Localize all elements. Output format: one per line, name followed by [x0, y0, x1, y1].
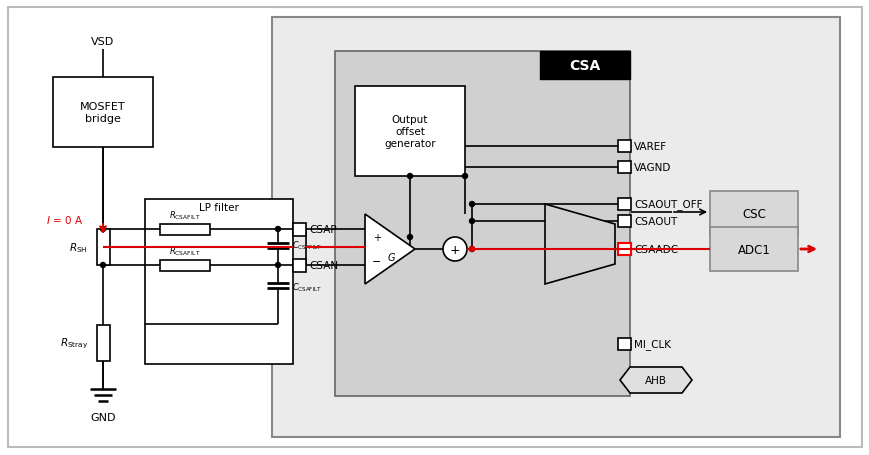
Text: CSAOUT_OFF: CSAOUT_OFF — [634, 199, 701, 210]
Text: CSAADC: CSAADC — [634, 244, 677, 254]
Bar — [160, 260, 209, 271]
Text: GND: GND — [90, 412, 116, 422]
Text: MOSFET
bridge: MOSFET bridge — [80, 102, 126, 123]
Bar — [617, 141, 630, 153]
Circle shape — [469, 247, 474, 252]
Text: CSC: CSC — [741, 207, 765, 220]
Text: $C_\mathrm{CSAFILT}$: $C_\mathrm{CSAFILT}$ — [292, 281, 322, 293]
Bar — [96, 229, 109, 265]
Text: +: + — [449, 243, 460, 256]
Bar — [709, 192, 797, 236]
Bar — [145, 200, 293, 364]
Circle shape — [101, 227, 105, 232]
Bar — [355, 87, 464, 177]
Text: CSAP: CSAP — [308, 224, 336, 234]
Text: +: + — [373, 233, 381, 243]
Polygon shape — [620, 367, 691, 393]
Text: VAREF: VAREF — [634, 142, 667, 152]
Bar — [96, 325, 109, 361]
Bar — [617, 162, 630, 174]
Text: $R_\mathrm{CSAFILT}$: $R_\mathrm{CSAFILT}$ — [169, 209, 201, 222]
Circle shape — [469, 247, 474, 252]
Bar — [540, 52, 629, 80]
Text: LP filter: LP filter — [199, 202, 239, 212]
Circle shape — [462, 174, 467, 179]
Circle shape — [275, 263, 280, 268]
Text: $R_\mathrm{CSAFILT}$: $R_\mathrm{CSAFILT}$ — [169, 245, 201, 258]
Text: ADC1: ADC1 — [737, 243, 770, 256]
Circle shape — [101, 263, 105, 268]
Text: CSAN: CSAN — [308, 260, 338, 270]
Bar — [160, 224, 209, 236]
Polygon shape — [365, 214, 415, 284]
Text: MI_CLK: MI_CLK — [634, 339, 670, 350]
Circle shape — [407, 235, 412, 240]
Circle shape — [275, 227, 280, 232]
Circle shape — [442, 238, 467, 262]
Bar — [53, 78, 153, 148]
Bar — [335, 52, 629, 396]
Text: −: − — [372, 257, 381, 267]
Text: CSA: CSA — [568, 59, 600, 73]
Circle shape — [469, 219, 474, 224]
Text: $R_\mathrm{SH}$: $R_\mathrm{SH}$ — [70, 241, 88, 254]
Text: G: G — [387, 253, 395, 263]
Text: CSAOUT: CSAOUT — [634, 217, 676, 227]
Bar — [617, 216, 630, 228]
Text: $C_\mathrm{CSAFILT}$: $C_\mathrm{CSAFILT}$ — [292, 239, 322, 252]
Text: VSD: VSD — [91, 37, 115, 47]
Circle shape — [469, 202, 474, 207]
Bar — [617, 338, 630, 350]
Bar — [272, 18, 839, 437]
Text: Output
offset
generator: Output offset generator — [384, 115, 435, 148]
Text: VAGND: VAGND — [634, 162, 671, 172]
Bar — [293, 223, 306, 237]
Polygon shape — [544, 205, 614, 284]
Bar — [617, 198, 630, 211]
Bar — [293, 259, 306, 273]
Text: AHB: AHB — [644, 375, 667, 385]
Bar — [709, 228, 797, 271]
Text: $R_\mathrm{Stray}$: $R_\mathrm{Stray}$ — [60, 336, 88, 350]
Text: $\it{I}$ = 0 A: $\it{I}$ = 0 A — [46, 213, 83, 226]
Circle shape — [407, 174, 412, 179]
Bar — [617, 243, 630, 255]
